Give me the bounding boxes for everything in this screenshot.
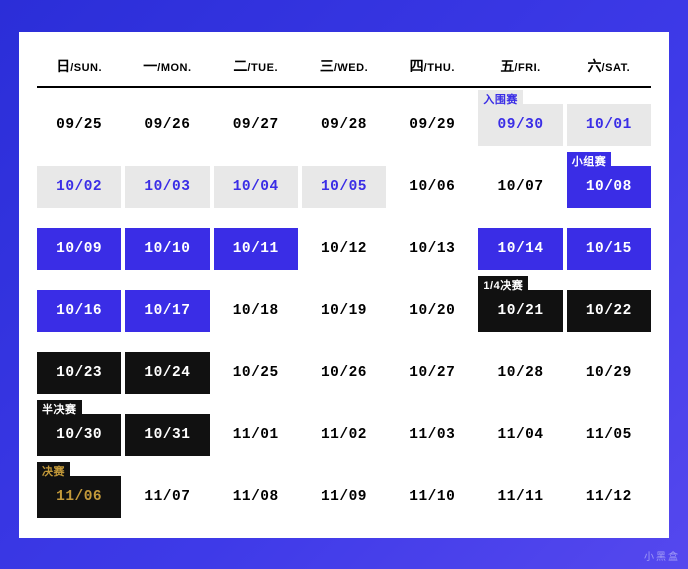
calendar-cell: 11/12 [567, 476, 651, 518]
calendar-cell: 10/211/4决赛 [478, 290, 562, 332]
calendar-cell: 11/09 [302, 476, 386, 518]
calendar-cell: 09/30入围赛 [478, 104, 562, 146]
calendar-cell: 10/05 [302, 166, 386, 208]
calendar-cell: 10/18 [214, 290, 298, 332]
weekday-header: 四/THU. [390, 50, 474, 86]
calendar-cell: 10/19 [302, 290, 386, 332]
calendar-cell: 11/04 [478, 414, 562, 456]
stage-tag: 半决赛 [37, 400, 82, 416]
calendar-cell: 10/09 [37, 228, 121, 270]
calendar-cell: 10/20 [390, 290, 474, 332]
calendar-cell: 10/01 [567, 104, 651, 146]
calendar-cell: 10/26 [302, 352, 386, 394]
calendar-cell: 11/11 [478, 476, 562, 518]
weekday-header: 日/SUN. [37, 50, 121, 86]
calendar-cell: 10/29 [567, 352, 651, 394]
calendar-cell: 11/01 [214, 414, 298, 456]
calendar-cell: 10/30半决赛 [37, 414, 121, 456]
calendar-cell: 10/13 [390, 228, 474, 270]
calendar-cell: 10/31 [125, 414, 209, 456]
calendar-cell: 10/02 [37, 166, 121, 208]
stage-tag: 1/4决赛 [478, 276, 528, 292]
calendar-cell: 11/10 [390, 476, 474, 518]
calendar-cell: 10/24 [125, 352, 209, 394]
calendar-cell: 09/26 [125, 104, 209, 146]
calendar-cell: 11/03 [390, 414, 474, 456]
calendar-cell: 10/04 [214, 166, 298, 208]
calendar-cell: 11/08 [214, 476, 298, 518]
calendar-cell: 10/12 [302, 228, 386, 270]
calendar-cell: 10/25 [214, 352, 298, 394]
calendar-cell: 11/06决赛 [37, 476, 121, 518]
calendar-cell: 10/17 [125, 290, 209, 332]
calendar-cell: 11/05 [567, 414, 651, 456]
calendar-cell: 11/07 [125, 476, 209, 518]
weekday-header: 五/FRI. [478, 50, 562, 86]
weekday-header-row: 日/SUN. 一/MON. 二/TUE. 三/WED. 四/THU. 五/FRI… [37, 50, 651, 88]
calendar-cell: 10/14 [478, 228, 562, 270]
calendar-cell: 09/29 [390, 104, 474, 146]
schedule-card: 日/SUN. 一/MON. 二/TUE. 三/WED. 四/THU. 五/FRI… [19, 32, 669, 538]
calendar-cell: 10/15 [567, 228, 651, 270]
calendar-cell: 09/28 [302, 104, 386, 146]
calendar-cell: 10/08小组赛 [567, 166, 651, 208]
calendar-cell: 10/16 [37, 290, 121, 332]
calendar-cell: 10/11 [214, 228, 298, 270]
weekday-header: 一/MON. [125, 50, 209, 86]
calendar-cell: 10/10 [125, 228, 209, 270]
calendar-cell: 09/27 [214, 104, 298, 146]
weekday-header: 二/TUE. [214, 50, 298, 86]
stage-tag: 小组赛 [567, 152, 612, 168]
calendar-cell: 10/03 [125, 166, 209, 208]
calendar-cell: 10/06 [390, 166, 474, 208]
watermark: 小黑盒 [644, 548, 680, 563]
stage-tag: 入围赛 [478, 90, 523, 106]
stage-tag: 决赛 [37, 462, 70, 478]
calendar-cell: 10/07 [478, 166, 562, 208]
calendar-cell: 11/02 [302, 414, 386, 456]
calendar-cell: 10/28 [478, 352, 562, 394]
calendar-cell: 10/22 [567, 290, 651, 332]
calendar-cell: 09/25 [37, 104, 121, 146]
calendar-cell: 10/27 [390, 352, 474, 394]
weekday-header: 三/WED. [302, 50, 386, 86]
weekday-header: 六/SAT. [567, 50, 651, 86]
calendar-cell: 10/23 [37, 352, 121, 394]
calendar-body: 09/2509/2609/2709/2809/2909/30入围赛10/0110… [37, 104, 651, 518]
